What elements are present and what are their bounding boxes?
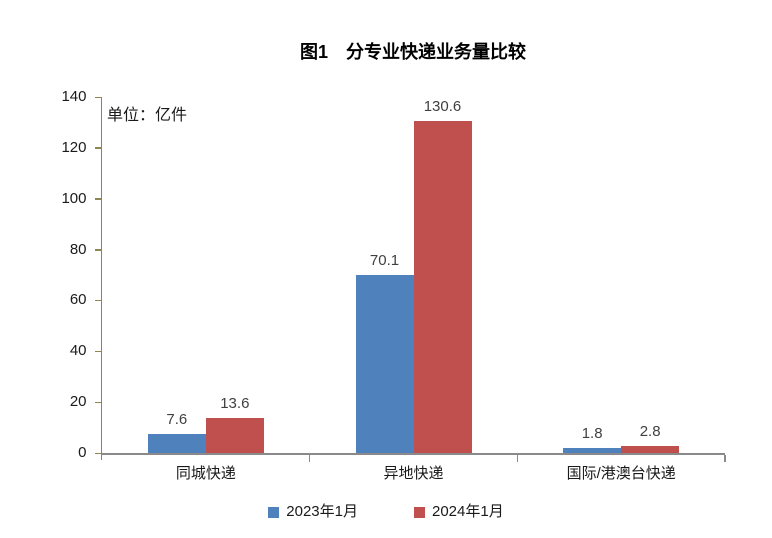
value-label-2023年1月-异地快递: 70.1 <box>369 251 400 269</box>
value-label-2023年1月-国际/港澳台快递: 1.8 <box>581 425 603 443</box>
y-axis-tick <box>94 96 101 98</box>
legend-item-2023年1月: 2023年1月 <box>268 503 358 521</box>
x-category-label: 同城快递 <box>175 465 236 482</box>
y-axis-line <box>100 97 102 460</box>
legend-item-2024年1月: 2024年1月 <box>414 503 504 521</box>
value-label-2024年1月-同城快递: 13.6 <box>220 395 250 413</box>
bar-2024年1月-同城快递 <box>205 418 264 453</box>
bar-2024年1月-异地快递 <box>413 120 472 453</box>
chart-title: 图1 分专业快递业务量比较 <box>299 42 526 62</box>
y-axis-tick <box>94 350 101 353</box>
y-tick-label: 40 <box>69 342 87 360</box>
y-axis-tick <box>94 147 101 149</box>
x-axis-tick <box>308 454 311 462</box>
value-label-2023年1月-同城快递: 7.6 <box>166 410 188 428</box>
y-tick-label: 140 <box>61 88 87 105</box>
y-tick-label: 0 <box>78 444 87 461</box>
x-category-label: 国际/港澳台快递 <box>566 465 676 482</box>
y-axis-tick <box>94 401 101 404</box>
y-tick-label: 20 <box>69 393 87 411</box>
y-tick-label: 80 <box>69 240 87 258</box>
legend: 2023年1月 2024年1月 <box>0 503 772 521</box>
legend-swatch-icon <box>414 506 425 518</box>
unit-label: 单位：亿件 <box>107 107 188 124</box>
bar-2023年1月-同城快递 <box>147 433 206 453</box>
x-axis-line <box>102 453 725 455</box>
y-tick-label: 100 <box>61 189 87 207</box>
y-axis-tick <box>94 249 101 251</box>
y-axis-tick <box>94 198 101 200</box>
value-label-2024年1月-国际/港澳台快递: 2.8 <box>639 422 661 440</box>
bar-2024年1月-国际/港澳台快递 <box>621 445 680 453</box>
x-axis-tick <box>724 454 726 462</box>
x-axis-tick <box>516 454 519 462</box>
value-label-2024年1月-异地快递: 130.6 <box>423 97 462 115</box>
y-axis-tick <box>94 299 101 302</box>
legend-label: 2024年1月 <box>432 503 504 520</box>
legend-swatch-icon <box>268 506 280 518</box>
bar-2023年1月-国际/港澳台快递 <box>563 448 622 453</box>
y-axis-tick <box>94 452 101 454</box>
y-tick-label: 60 <box>69 291 87 309</box>
legend-label: 2023年1月 <box>286 503 358 520</box>
x-category-label: 异地快递 <box>383 465 444 482</box>
bar-2023年1月-异地快递 <box>355 274 414 453</box>
y-tick-label: 120 <box>61 138 87 156</box>
